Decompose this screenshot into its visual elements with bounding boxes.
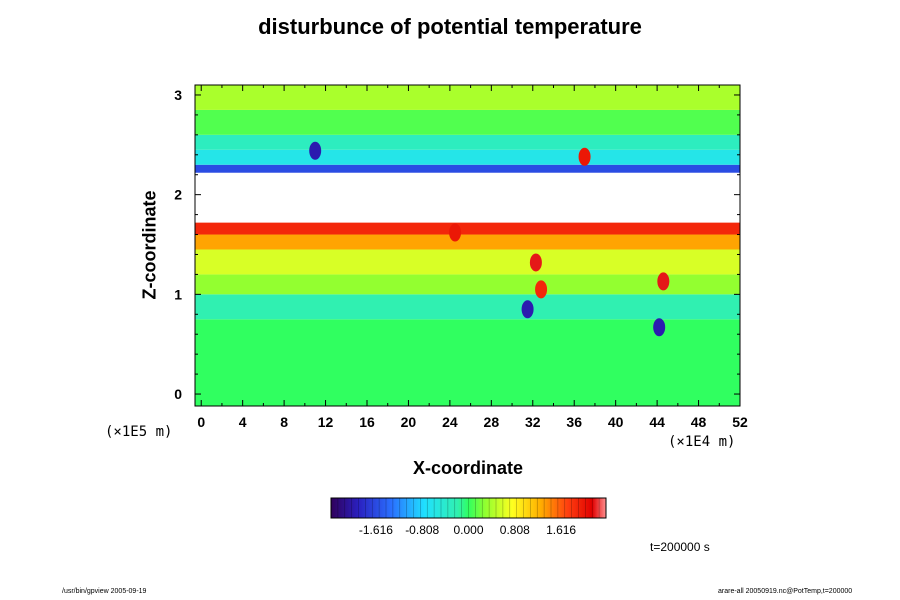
heat-band-9: [195, 149, 740, 165]
x-tick-label-9: 36: [566, 414, 582, 430]
anomaly-1: [535, 280, 548, 299]
x-axis-unit: (×1E4 m): [668, 434, 736, 450]
anomaly-3: [657, 272, 670, 291]
heat-band-6: [195, 189, 740, 223]
x-tick-label-1: 4: [239, 414, 247, 430]
heat-band-3: [195, 249, 740, 275]
anomaly-4: [653, 318, 666, 337]
heat-band-11: [195, 109, 740, 135]
x-axis-label: X-coordinate: [412, 458, 523, 478]
colorbar-tick-label-4: 1.616: [546, 523, 576, 537]
x-tick-label-0: 0: [197, 414, 205, 430]
y-tick-label-0: 0: [174, 386, 182, 402]
anomaly-7: [578, 147, 591, 166]
chart-title: disturbunce of potential temperature: [258, 14, 642, 39]
colorbar-tick-label-1: -0.808: [405, 523, 439, 537]
x-tick-label-3: 12: [318, 414, 334, 430]
footer-right: arare-all 20050919.nc@PotTemp,t=200000: [718, 588, 853, 595]
colorbar-tick-label-3: 0.808: [500, 523, 530, 537]
y-tick-label-2: 2: [174, 187, 182, 203]
x-tick-label-6: 24: [442, 414, 458, 430]
colorbar-tick-label-2: 0.000: [453, 523, 483, 537]
heat-band-7: [195, 172, 740, 190]
y-tick-label-1: 1: [174, 286, 182, 302]
y-axis-unit: (×1E5 m): [105, 424, 173, 440]
x-tick-label-2: 8: [280, 414, 288, 430]
anomaly-2: [521, 300, 534, 319]
footer-left: /usr/bin/gpview 2005-09-19: [62, 588, 147, 595]
x-tick-label-4: 16: [359, 414, 375, 430]
x-tick-label-8: 32: [525, 414, 541, 430]
heat-band-0: [195, 319, 740, 406]
heat-band-10: [195, 134, 740, 150]
x-tick-label-10: 40: [608, 414, 624, 430]
x-tick-label-12: 48: [691, 414, 707, 430]
anomaly-6: [309, 141, 322, 160]
y-axis-label: Z-coordinate: [139, 190, 160, 300]
heat-band-8: [195, 164, 740, 173]
colorbar-tick-label-0: -1.616: [359, 523, 393, 537]
anomaly-5: [449, 223, 462, 242]
heat-band-5: [195, 222, 740, 235]
x-tick-label-5: 20: [401, 414, 417, 430]
heat-band-4: [195, 234, 740, 250]
heat-band-12: [195, 85, 740, 110]
heat-band-1: [195, 294, 740, 320]
x-tick-label-13: 52: [732, 414, 748, 430]
colorbar: [331, 498, 606, 518]
anomaly-0: [529, 253, 542, 272]
x-tick-label-11: 44: [649, 414, 665, 430]
time-stamp: t=200000 s: [650, 540, 710, 554]
heat-band-2: [195, 274, 740, 295]
colorbar-frame: [330, 497, 607, 519]
y-tick-label-3: 3: [174, 87, 182, 103]
x-tick-label-7: 28: [484, 414, 500, 430]
